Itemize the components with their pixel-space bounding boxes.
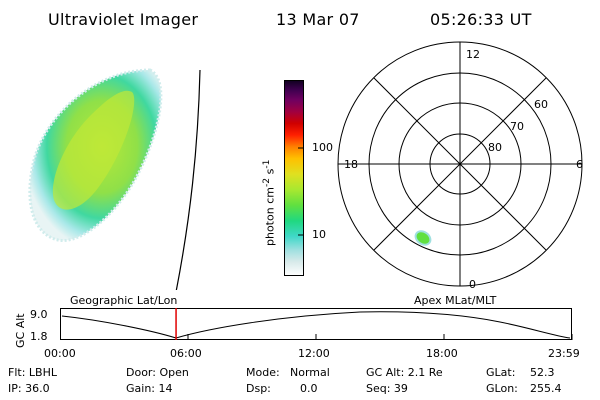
mlt-label-18: 18 xyxy=(344,158,358,171)
timeline-y-min: 1.8 xyxy=(30,330,48,343)
auroral-glow-region xyxy=(28,68,163,243)
app-title: Ultraviolet Imager xyxy=(48,10,199,29)
info-gc-alt: GC Alt: 2.1 Re xyxy=(366,366,443,379)
info-door: Door: Open xyxy=(126,366,189,379)
limb-line xyxy=(175,69,201,290)
colorbar-unit-label: photon cm-2 s-1 xyxy=(261,159,277,246)
polar-plot xyxy=(337,41,583,287)
altitude-curve xyxy=(61,311,571,339)
timeline-y-axis-label: GC Alt xyxy=(14,313,27,348)
info-dsp-label: Dsp: xyxy=(246,382,271,395)
mlt-label-0: 0 xyxy=(469,278,476,291)
timeline-x-ticks xyxy=(60,334,573,340)
info-mode-label: Mode: xyxy=(246,366,280,379)
x-tick-label-0000: 00:00 xyxy=(44,347,76,360)
info-glon-value: 255.4 xyxy=(530,382,562,395)
info-mode-value: Normal xyxy=(290,366,330,379)
colorbar-tick-100: 100 xyxy=(312,141,333,154)
lat-label-60: 60 xyxy=(534,98,548,111)
timeline-y-max: 9.0 xyxy=(30,308,48,321)
lat-label-70: 70 xyxy=(510,120,524,133)
polar-auroral-spot xyxy=(414,230,432,246)
date-label: 13 Mar 07 xyxy=(276,10,360,29)
info-seq: Seq: 39 xyxy=(366,382,408,395)
mlt-label-12: 12 xyxy=(466,48,480,61)
timeline-plot xyxy=(60,308,573,340)
timeline-left-label: Geographic Lat/Lon xyxy=(70,294,178,307)
info-ip: IP: 36.0 xyxy=(8,382,50,395)
colorbar xyxy=(284,80,304,276)
info-gain: Gain: 14 xyxy=(126,382,173,395)
info-filter: Flt: LBHL xyxy=(8,366,57,379)
x-tick-label-1800: 18:00 xyxy=(426,347,458,360)
x-tick-label-1200: 12:00 xyxy=(298,347,330,360)
timeline-right-label: Apex MLat/MLT xyxy=(414,294,497,307)
info-glon-label: GLon: xyxy=(486,382,518,395)
x-tick-label-2359: 23:59 xyxy=(548,347,580,360)
uv-earth-image xyxy=(28,68,201,290)
x-tick-label-0600: 06:00 xyxy=(170,347,202,360)
info-dsp-value: 0.0 xyxy=(300,382,318,395)
time-label: 05:26:33 UT xyxy=(430,10,532,29)
info-glat-value: 52.3 xyxy=(530,366,555,379)
lat-label-80: 80 xyxy=(488,141,502,154)
mlt-label-6: 6 xyxy=(576,158,583,171)
colorbar-tick-10: 10 xyxy=(312,228,326,241)
info-glat-label: GLat: xyxy=(486,366,516,379)
